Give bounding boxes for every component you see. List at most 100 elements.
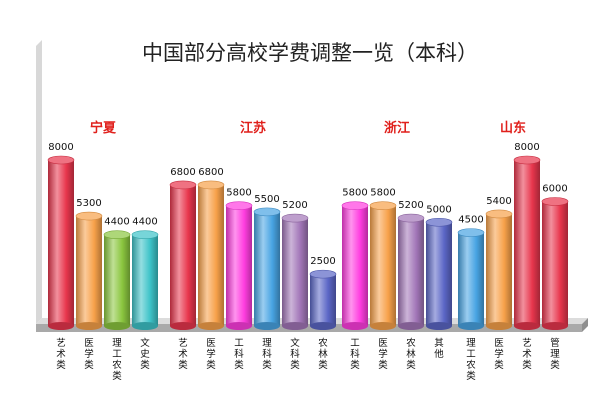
bar-base — [254, 322, 280, 330]
group-label: 山东 — [500, 120, 526, 136]
bar — [342, 205, 368, 326]
bar — [542, 201, 568, 326]
bar-base — [542, 322, 568, 330]
bar-top — [197, 180, 225, 190]
bar-top — [131, 230, 159, 239]
category-label: 医学类 — [84, 338, 94, 371]
bar-top — [47, 155, 75, 165]
bar-base — [76, 322, 102, 330]
category-label: 理科类 — [262, 338, 272, 371]
value-label: 5400 — [486, 196, 511, 207]
bar — [398, 218, 424, 326]
value-label: 5000 — [426, 204, 451, 215]
bar-top — [425, 217, 453, 227]
bar-base — [282, 322, 308, 330]
bar-base — [132, 322, 158, 330]
bar-top — [541, 197, 569, 206]
value-label: 6800 — [170, 167, 195, 178]
bar — [254, 211, 280, 326]
category-label: 医学类 — [494, 338, 504, 371]
bar — [76, 216, 102, 326]
bar-top — [169, 180, 197, 190]
chart-marks: 宁夏 8000 艺术类 5300 医学类 4400 理工农类 4400 文史类 江苏 6800 艺术类… — [47, 120, 569, 382]
value-label: 5200 — [398, 200, 423, 211]
bar-base — [226, 322, 252, 330]
bar-top — [75, 211, 103, 221]
value-label: 8000 — [48, 142, 73, 153]
value-label: 5800 — [370, 188, 395, 199]
bar-base — [398, 322, 424, 330]
bar-top — [253, 207, 281, 217]
bar-base — [104, 322, 130, 330]
bar-top — [513, 155, 541, 165]
bar-base — [170, 322, 196, 330]
bar — [486, 213, 512, 326]
category-label: 艺术类 — [522, 338, 532, 371]
bar-base — [48, 322, 74, 330]
category-label: 理工农类 — [112, 338, 122, 382]
value-label: 5500 — [254, 194, 279, 205]
value-label: 5300 — [76, 198, 101, 209]
category-label: 农林类 — [318, 337, 328, 371]
bar — [48, 160, 74, 326]
bar-top — [309, 269, 337, 279]
category-label: 管理类 — [550, 337, 560, 371]
value-label: 8000 — [514, 142, 539, 153]
value-label: 5200 — [282, 200, 307, 211]
bar-top — [341, 201, 369, 210]
bar — [370, 205, 396, 326]
category-label: 农林类 — [406, 337, 416, 371]
group-label: 江苏 — [240, 120, 266, 136]
back-wall — [36, 40, 42, 324]
value-label: 6800 — [198, 167, 223, 178]
bar — [132, 234, 158, 326]
category-label: 文史类 — [140, 337, 150, 371]
bar — [458, 232, 484, 326]
bar — [170, 184, 196, 326]
bar-base — [310, 322, 336, 330]
category-label: 其他 — [434, 338, 444, 360]
group-label: 浙江 — [384, 120, 410, 136]
value-label: 5800 — [226, 188, 251, 199]
bar-base — [458, 322, 484, 330]
category-label: 医学类 — [206, 338, 216, 371]
value-label: 5800 — [342, 188, 367, 199]
bar — [514, 160, 540, 326]
bar — [198, 184, 224, 326]
bar-top — [281, 213, 309, 223]
value-label: 4400 — [104, 217, 129, 228]
category-label: 艺术类 — [56, 338, 66, 371]
category-label: 理工农类 — [466, 338, 476, 382]
bar-top — [397, 213, 425, 223]
floor-front — [36, 324, 582, 332]
bar-top — [369, 201, 397, 210]
bar — [282, 218, 308, 326]
bar-base — [370, 322, 396, 330]
bar — [104, 234, 130, 326]
value-label: 2500 — [310, 256, 335, 267]
bar-base — [486, 322, 512, 330]
bar-top — [457, 228, 485, 237]
bar-base — [198, 322, 224, 330]
bar — [426, 222, 452, 326]
bar — [310, 274, 336, 326]
category-label: 工科类 — [234, 338, 244, 371]
category-label: 医学类 — [378, 338, 388, 371]
value-label: 4500 — [458, 215, 483, 226]
category-label: 工科类 — [350, 338, 360, 371]
chart-title: 中国部分高校学费调整一览（本科） — [142, 41, 478, 65]
bar-top — [103, 230, 131, 239]
category-label: 艺术类 — [178, 338, 188, 371]
value-label: 4400 — [132, 217, 157, 228]
group-label: 宁夏 — [90, 120, 117, 136]
bar — [226, 205, 252, 326]
bar-base — [514, 322, 540, 330]
bar-top — [225, 201, 253, 210]
value-label: 6000 — [542, 184, 567, 195]
bar-base — [426, 322, 452, 330]
bar-top — [485, 209, 513, 219]
bar-base — [342, 322, 368, 330]
category-label: 文科类 — [290, 337, 300, 371]
